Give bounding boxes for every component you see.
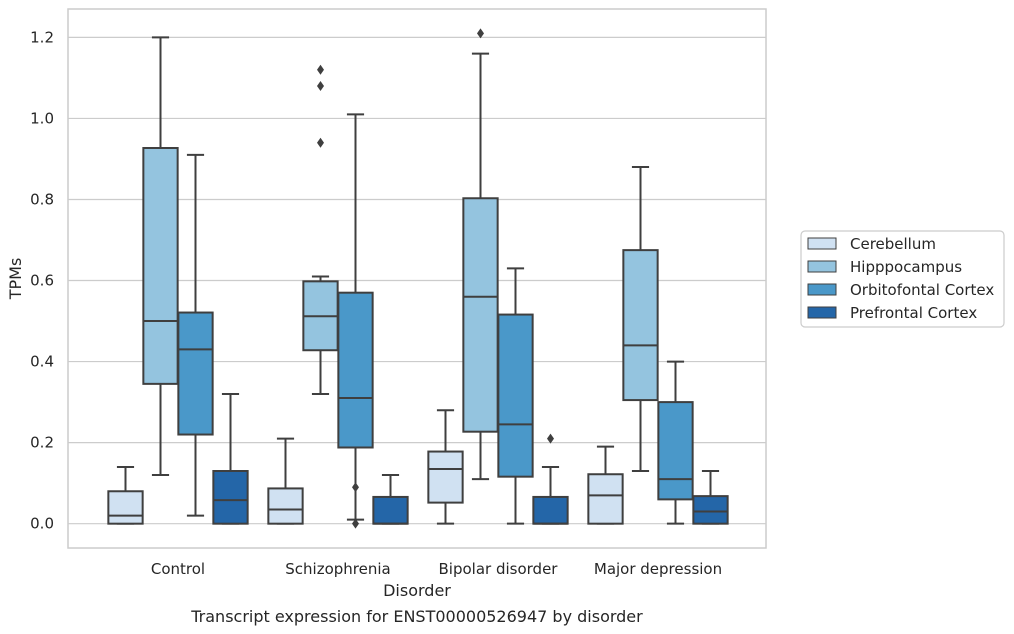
box-cerebellum	[107, 465, 144, 525]
x-tick-labels: Control Schizophrenia Bipolar disorder Majo…	[151, 560, 722, 578]
box-orbitofontal-cortex	[337, 113, 374, 529]
legend-swatch	[807, 306, 837, 319]
box-iqr	[427, 450, 464, 504]
box-prefrontal-cortex	[212, 393, 249, 525]
y-tick-label: 0.2	[30, 434, 54, 452]
box-iqr	[267, 487, 304, 525]
box-series	[107, 28, 729, 529]
y-tick-label: 0.0	[30, 515, 54, 533]
y-axis-label: TPMs	[6, 258, 25, 301]
x-tick-label: Bipolar disorder	[439, 560, 559, 578]
box-iqr	[142, 147, 179, 385]
legend: Cerebellum Hipppocampus Orbitofontal Corte…	[800, 230, 1005, 328]
y-tick-label: 1.0	[30, 109, 54, 127]
box-hipppocampus	[462, 28, 499, 481]
legend-entry-label: Orbitofontal Cortex	[850, 281, 994, 299]
outlier-point	[477, 28, 484, 39]
box-iqr	[692, 495, 729, 525]
box-prefrontal-cortex	[372, 474, 409, 525]
outlier-point	[317, 137, 324, 148]
box-hipppocampus	[622, 166, 659, 472]
box-iqr	[587, 473, 624, 525]
x-tick-label: Control	[151, 560, 205, 578]
outlier-point	[352, 482, 359, 493]
box-iqr	[212, 470, 249, 525]
outlier-point	[547, 433, 554, 444]
box-iqr	[107, 490, 144, 525]
box-iqr	[532, 495, 569, 525]
legend-swatch	[807, 260, 837, 273]
box-cerebellum	[427, 409, 464, 525]
legend-swatch	[807, 237, 837, 250]
y-tick-label: 0.6	[30, 272, 54, 290]
legend-frame	[800, 230, 1005, 328]
box-cerebellum	[587, 445, 624, 525]
y-tick-label: 0.8	[30, 190, 54, 208]
y-tick-label: 0.4	[30, 353, 54, 371]
box-iqr	[177, 311, 214, 436]
legend-swatch	[807, 283, 837, 296]
outlier-point	[317, 81, 324, 91]
box-iqr	[622, 249, 659, 402]
x-tick-label: Major depression	[594, 560, 722, 578]
box-iqr	[657, 401, 694, 501]
x-axis-label: Disorder	[383, 581, 451, 600]
box-hipppocampus	[302, 64, 339, 395]
x-tick-label: Schizophrenia	[285, 560, 390, 578]
outlier-point	[317, 64, 324, 75]
box-orbitofontal-cortex	[657, 360, 694, 525]
box-iqr	[497, 313, 534, 478]
box-iqr	[337, 291, 374, 449]
chart-caption: Transcript expression for ENST0000052694…	[190, 607, 643, 626]
box-iqr	[372, 495, 409, 525]
box-orbitofontal-cortex	[497, 267, 534, 525]
legend-entry-label: Prefrontal Cortex	[850, 304, 977, 322]
box-prefrontal-cortex	[692, 470, 729, 525]
box-iqr	[462, 197, 499, 433]
box-prefrontal-cortex	[532, 433, 569, 525]
legend-entry-label: Cerebellum	[850, 235, 936, 253]
outlier-point	[352, 518, 359, 529]
box-cerebellum	[267, 437, 304, 525]
y-tick-label: 1.2	[30, 28, 54, 46]
box-hipppocampus	[142, 36, 179, 477]
plot-frame	[67, 8, 767, 549]
box-orbitofontal-cortex	[177, 153, 214, 517]
legend-entry-label: Hipppocampus	[850, 258, 962, 276]
y-tick-labels: 0.0 0.2 0.4 0.6 0.8 1.0 1.2	[30, 28, 54, 532]
